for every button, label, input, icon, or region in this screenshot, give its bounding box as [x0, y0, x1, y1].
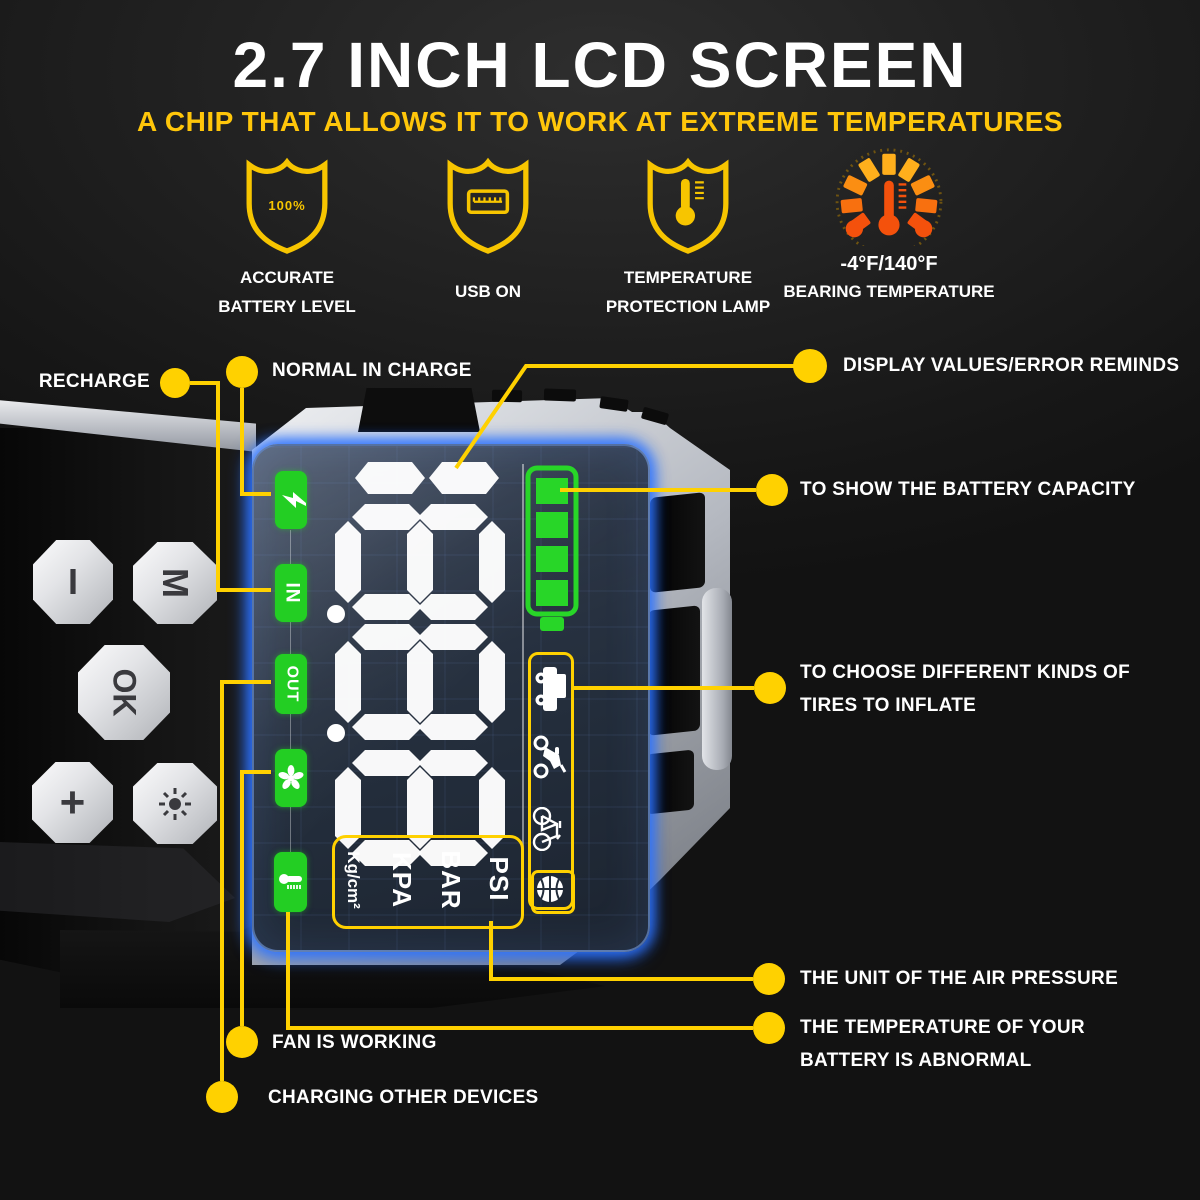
- battery-temp-icon: [274, 852, 307, 912]
- light-button[interactable]: [133, 763, 217, 844]
- battery-capacity-indicator: [525, 465, 579, 631]
- tire-mode-selector: [528, 652, 574, 910]
- callout-normal-in-charge: NORMAL IN CHARGE: [272, 360, 472, 381]
- feature-bearing-temp: -4°F/140°F BEARING TEMPERATURE: [779, 146, 999, 306]
- frame-cutout: [648, 605, 700, 736]
- unit-kgcm2: Kg/cm²: [344, 851, 363, 909]
- temperature-gauge-icon: [831, 146, 947, 256]
- shield-thermometer-icon: [644, 156, 732, 263]
- callout-display-values: DISPLAY VALUES/ERROR REMINDS: [843, 355, 1180, 376]
- plus-button[interactable]: +: [32, 762, 113, 843]
- feature-temp-protection: TEMPERATURE PROTECTION LAMP: [588, 156, 788, 321]
- fan-icon: [275, 749, 307, 807]
- indicator-divider: [290, 530, 291, 910]
- callout-fan: FAN IS WORKING: [272, 1032, 437, 1053]
- feature-label: PROTECTION LAMP: [605, 297, 771, 316]
- callout-tire-choice-line1: TO CHOOSE DIFFERENT KINDS OF: [800, 662, 1131, 683]
- seven-segment-display: [327, 462, 505, 866]
- unit-bar: BAR: [436, 850, 467, 910]
- frame-grip: [491, 389, 523, 403]
- feature-usb: USB ON: [388, 156, 588, 306]
- callout-recharge: RECHARGE: [38, 371, 150, 392]
- frame-cutout: [650, 492, 705, 593]
- page-subtitle: A CHIP THAT ALLOWS IT TO WORK AT EXTREME…: [136, 106, 1064, 137]
- callout-charging: CHARGING OTHER DEVICES: [268, 1087, 539, 1108]
- feature-label: BEARING TEMPERATURE: [783, 282, 995, 301]
- feature-label: ACCURATE: [239, 268, 335, 287]
- brightness-icon: [159, 787, 191, 820]
- callout-battery-capacity: TO SHOW THE BATTERY CAPACITY: [800, 479, 1136, 500]
- lcd-screen: IN OUT: [252, 444, 650, 952]
- unit-kpa: KPA: [387, 852, 418, 908]
- shield-battery-100-icon: 100%: [243, 156, 331, 263]
- callout-battery-temp-line2: BATTERY IS ABNORMAL: [800, 1050, 1032, 1071]
- power-button[interactable]: I: [33, 540, 113, 624]
- out-indicator: OUT: [275, 654, 307, 714]
- shield-usb-icon: [444, 156, 532, 263]
- callout-battery-temp-line1: THE TEMPERATURE OF YOUR: [800, 1017, 1085, 1038]
- feature-label: BATTERY LEVEL: [218, 297, 356, 316]
- page-title: 2.7 INCH LCD SCREEN: [232, 29, 968, 101]
- unit-psi: PSI: [484, 856, 515, 902]
- frame-cutout: [646, 749, 694, 815]
- car-icon: [535, 667, 566, 711]
- battery-percent-value: 100%: [268, 198, 306, 213]
- side-latch: [702, 588, 732, 770]
- in-indicator: IN: [275, 564, 307, 622]
- callout-tire-choice-line2: TIRES TO INFLATE: [800, 695, 977, 716]
- frame-grip: [543, 388, 577, 402]
- feature-label: TEMPERATURE: [623, 268, 753, 287]
- bicycle-icon: [532, 807, 562, 851]
- screen-divider: [522, 464, 524, 908]
- temperature-range: -4°F/140°F: [840, 253, 938, 275]
- mode-button[interactable]: M: [133, 542, 217, 624]
- motorcycle-icon: [533, 735, 567, 779]
- ball-icon: [537, 876, 563, 902]
- feature-label: USB ON: [454, 282, 522, 301]
- callout-air-unit: THE UNIT OF THE AIR PRESSURE: [800, 968, 1119, 989]
- charging-flash-icon: [275, 471, 307, 529]
- ok-button[interactable]: OK: [78, 645, 170, 740]
- frame-notch: [358, 388, 480, 432]
- feature-battery-level: 100% ACCURATE BATTERY LEVEL: [187, 156, 387, 321]
